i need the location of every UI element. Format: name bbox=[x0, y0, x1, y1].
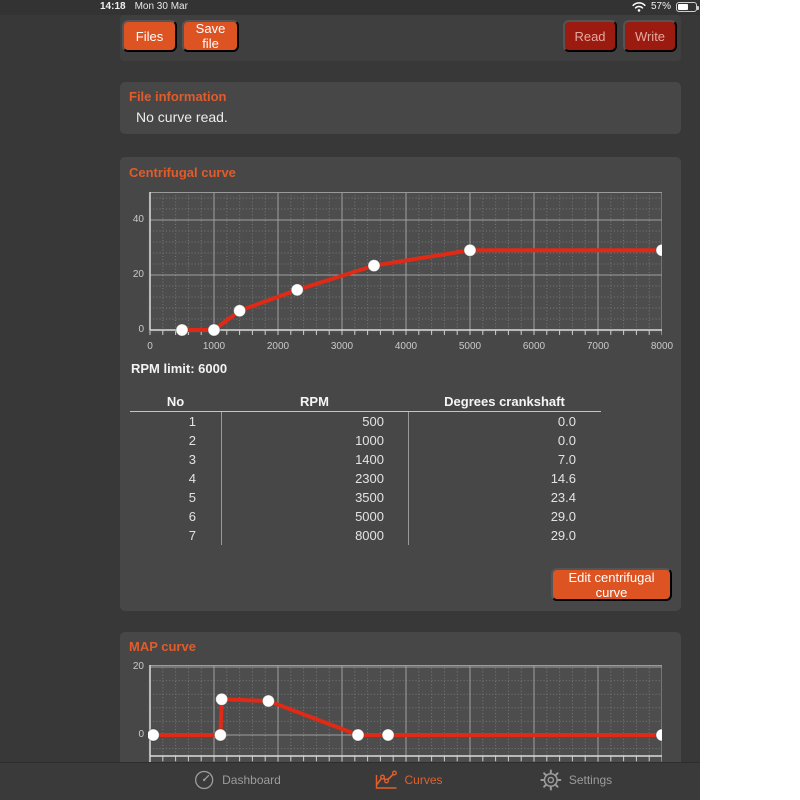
tab-dashboard-label: Dashboard bbox=[222, 773, 281, 787]
data-point-marker bbox=[381, 728, 395, 742]
centrifugal-curve-panel: Centrifugal curve RPM limit: 6000 No RPM… bbox=[120, 157, 681, 611]
data-point-marker bbox=[655, 243, 662, 257]
table-cell: 2300 bbox=[221, 469, 408, 488]
centrifugal-chart bbox=[148, 192, 662, 339]
table-row: 2 1000 0.0 bbox=[130, 431, 601, 450]
table-cell: 23.4 bbox=[408, 488, 601, 507]
table-cell: 1400 bbox=[221, 450, 408, 469]
data-point-marker bbox=[351, 728, 365, 742]
status-left: 14:18 Mon 30 Mar bbox=[100, 1, 188, 12]
wifi-icon bbox=[632, 2, 646, 12]
map-curve-title: MAP curve bbox=[129, 639, 196, 654]
x-tick-label: 6000 bbox=[522, 341, 546, 352]
data-point-marker bbox=[233, 304, 247, 318]
data-point-marker bbox=[463, 243, 477, 257]
battery-icon bbox=[676, 1, 699, 12]
tab-settings[interactable]: Settings bbox=[540, 769, 612, 791]
x-tick-label: 4000 bbox=[394, 341, 418, 352]
x-tick-label: 7000 bbox=[586, 341, 610, 352]
data-point-marker bbox=[148, 728, 160, 742]
table-cell: 2 bbox=[188, 433, 196, 448]
save-file-button[interactable]: Save file bbox=[182, 20, 239, 52]
curves-chart-icon bbox=[375, 770, 397, 789]
tab-curves-label: Curves bbox=[404, 773, 443, 787]
status-right: 57% bbox=[632, 1, 699, 12]
table-row: 7 8000 29.0 bbox=[130, 526, 601, 545]
read-button[interactable]: Read bbox=[563, 20, 617, 52]
tab-curves[interactable]: Curves bbox=[373, 769, 443, 791]
data-point-marker bbox=[261, 694, 275, 708]
table-row: 3 1400 7.0 bbox=[130, 450, 601, 469]
date: Mon 30 Mar bbox=[134, 1, 188, 12]
table-cell: 0.0 bbox=[408, 431, 601, 450]
x-tick-label: 3000 bbox=[330, 341, 354, 352]
table-cell: 8000 bbox=[221, 526, 408, 545]
files-button[interactable]: Files bbox=[122, 20, 177, 52]
table-cell: 5000 bbox=[221, 507, 408, 526]
data-point-marker bbox=[367, 259, 381, 273]
file-information-title: File information bbox=[129, 89, 227, 104]
table-cell: 5 bbox=[188, 490, 196, 505]
map-chart bbox=[148, 665, 662, 762]
table-cell: 0.0 bbox=[408, 412, 601, 431]
x-tick-label: 5000 bbox=[458, 341, 482, 352]
table-cell: 7.0 bbox=[408, 450, 601, 469]
y-tick-label: 0 bbox=[138, 729, 144, 740]
centrifugal-curve-title: Centrifugal curve bbox=[129, 165, 236, 180]
x-tick-label: 2000 bbox=[266, 341, 290, 352]
data-point-marker bbox=[290, 283, 304, 297]
bottom-tab-bar: Dashboard Curves bbox=[0, 762, 700, 800]
dashboard-gauge-icon bbox=[194, 770, 214, 790]
curve-table-body: 1 500 0.0 2 1000 0.0 3 1400 7.0 4 2300 14.6 5 3500 23.… bbox=[130, 412, 601, 545]
table-cell: 3 bbox=[188, 452, 196, 467]
table-cell: 1 bbox=[188, 414, 196, 429]
y-tick-label: 20 bbox=[132, 269, 144, 280]
y-tick-label: 40 bbox=[132, 214, 144, 225]
table-cell: 29.0 bbox=[408, 507, 601, 526]
data-point-marker bbox=[655, 728, 662, 742]
data-point-marker bbox=[175, 323, 189, 337]
data-point-marker bbox=[207, 323, 221, 337]
write-button[interactable]: Write bbox=[623, 20, 677, 52]
centrifugal-curve-table: No RPM Degrees crankshaft 1 500 0.0 2 1000 0.… bbox=[130, 393, 601, 545]
table-cell: 1000 bbox=[221, 431, 408, 450]
tab-settings-label: Settings bbox=[568, 773, 613, 787]
x-tick-label: 0 bbox=[147, 341, 153, 352]
table-header-no: No bbox=[166, 394, 185, 409]
file-information-message: No curve read. bbox=[136, 109, 228, 125]
table-cell: 6 bbox=[188, 509, 196, 524]
table-header-degrees: Degrees crankshaft bbox=[444, 394, 565, 409]
app-window: 14:18 Mon 30 Mar 57% Files Save file Rea… bbox=[0, 0, 700, 800]
table-cell: 500 bbox=[221, 412, 408, 431]
battery-percent: 57% bbox=[650, 1, 671, 12]
status-bar: 14:18 Mon 30 Mar 57% bbox=[0, 0, 700, 15]
table-cell: 29.0 bbox=[408, 526, 601, 545]
file-information-panel: File information No curve read. bbox=[120, 82, 681, 134]
settings-gear-icon bbox=[540, 769, 562, 791]
y-tick-label: 0 bbox=[138, 324, 144, 335]
table-cell: 7 bbox=[188, 528, 196, 543]
data-point-marker bbox=[215, 692, 229, 706]
table-row: 6 5000 29.0 bbox=[130, 507, 601, 526]
table-header-row: No RPM Degrees crankshaft bbox=[130, 393, 601, 412]
tab-dashboard[interactable]: Dashboard bbox=[193, 769, 281, 791]
table-row: 5 3500 23.4 bbox=[130, 488, 601, 507]
table-cell: 3500 bbox=[221, 488, 408, 507]
table-row: 4 2300 14.6 bbox=[130, 469, 601, 488]
table-cell: 4 bbox=[188, 471, 196, 486]
edit-centrifugal-curve-button[interactable]: Edit centrifugal curve bbox=[551, 568, 672, 601]
data-point-marker bbox=[213, 728, 227, 742]
x-tick-label: 1000 bbox=[202, 341, 226, 352]
y-tick-label: 20 bbox=[132, 661, 144, 672]
clock: 14:18 bbox=[100, 1, 126, 12]
rpm-limit-text: RPM limit: 6000 bbox=[131, 361, 228, 376]
x-tick-label: 8000 bbox=[650, 341, 674, 352]
table-cell: 14.6 bbox=[408, 469, 601, 488]
table-header-rpm: RPM bbox=[300, 394, 329, 409]
battery-fill bbox=[678, 3, 688, 10]
table-row: 1 500 0.0 bbox=[130, 412, 601, 431]
